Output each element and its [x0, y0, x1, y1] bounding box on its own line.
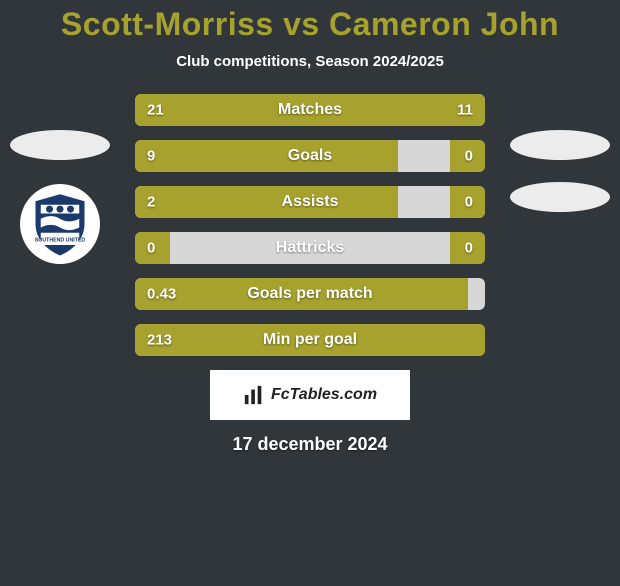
stat-row: 21 11 Matches — [135, 94, 485, 126]
stat-row: 2 0 Assists — [135, 186, 485, 218]
stat-left-value: 213 — [147, 332, 172, 349]
stat-rows: 21 11 Matches 9 0 Goals 2 0 Assists 0 0 Hattricks 0.… — [0, 94, 620, 356]
stat-right-value: 0 — [465, 194, 473, 211]
stat-row: 0.43 Goals per match — [135, 278, 485, 310]
bar-left-fill — [135, 140, 398, 172]
stat-left-value: 21 — [147, 102, 164, 119]
stat-row: 0 0 Hattricks — [135, 232, 485, 264]
stat-right-value: 11 — [457, 102, 473, 119]
bar-left-fill — [135, 186, 398, 218]
subtitle: Club competitions, Season 2024/2025 — [0, 53, 620, 70]
stat-right-value: 0 — [465, 240, 473, 257]
stat-label: Assists — [282, 193, 339, 211]
stat-label: Matches — [278, 101, 342, 119]
stat-right-value: 0 — [465, 148, 473, 165]
stat-left-value: 2 — [147, 194, 155, 211]
stat-label: Hattricks — [276, 239, 344, 257]
date-text: 17 december 2024 — [0, 434, 620, 455]
stat-row: 9 0 Goals — [135, 140, 485, 172]
page-title: Scott-Morriss vs Cameron John — [0, 6, 620, 43]
bars-icon — [243, 384, 265, 406]
stat-left-value: 9 — [147, 148, 155, 165]
stat-label: Goals — [288, 147, 332, 165]
stat-left-value: 0.43 — [147, 286, 176, 303]
stat-label: Goals per match — [247, 285, 372, 303]
fctables-badge: FcTables.com — [210, 370, 410, 420]
stat-row: 213 Min per goal — [135, 324, 485, 356]
stat-left-value: 0 — [147, 240, 155, 257]
fctables-text: FcTables.com — [271, 386, 377, 404]
stat-label: Min per goal — [263, 331, 357, 349]
